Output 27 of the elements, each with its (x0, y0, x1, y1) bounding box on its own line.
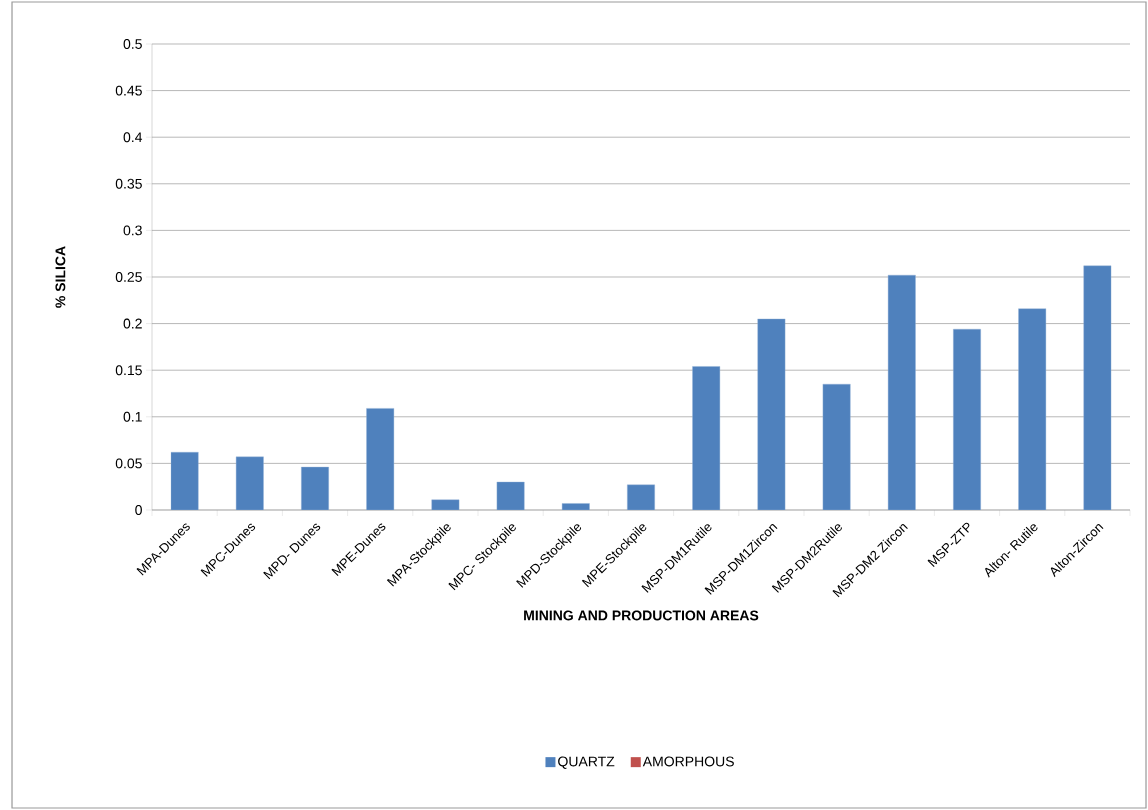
x-axis-title: MINING AND PRODUCTION AREAS (524, 610, 759, 621)
y-tick-label: 0.35 (115, 178, 142, 189)
bar (953, 328, 981, 510)
bar (822, 383, 851, 510)
bar (627, 484, 655, 510)
bar (235, 456, 264, 510)
legend-label: QUARTZ (558, 756, 615, 769)
bar (170, 452, 199, 510)
legend-label: AMORPHOUS (642, 756, 734, 767)
y-tick-label: 0.05 (115, 458, 142, 469)
y-tick-label: 0.45 (115, 85, 142, 96)
y-tick-label: 0.4 (123, 132, 143, 143)
bar (1083, 265, 1112, 510)
y-tick-label: 0 (135, 505, 142, 515)
bar (692, 366, 721, 510)
bar (887, 274, 916, 510)
bar (757, 318, 786, 510)
y-tick-label: 0.5 (123, 39, 142, 49)
y-axis-title: % SILICA (55, 246, 66, 308)
bar (366, 408, 395, 510)
y-tick-label: 0.2 (123, 318, 142, 329)
bar (301, 466, 329, 510)
y-tick-label: 0.25 (115, 272, 142, 282)
y-tick-label: 0.3 (123, 225, 142, 236)
bar (1018, 308, 1047, 510)
y-tick-label: 0.1 (123, 411, 142, 422)
y-tick-label: 0.15 (115, 365, 142, 376)
